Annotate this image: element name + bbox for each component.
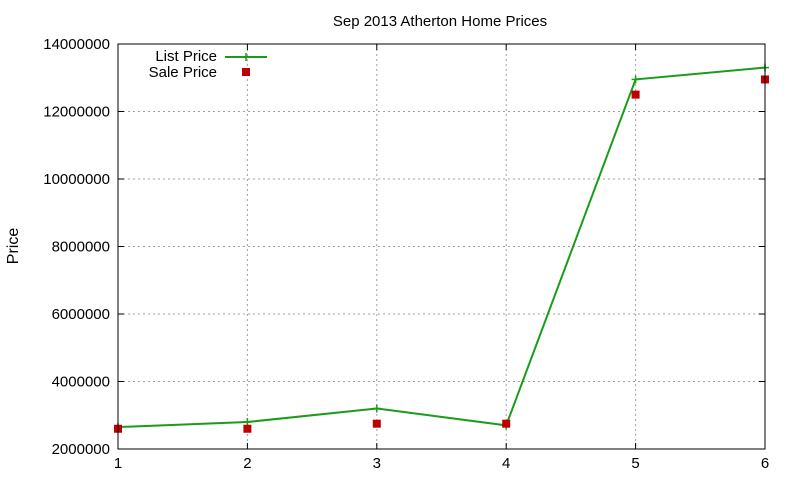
plot-series (114, 63, 769, 433)
list-price-point (372, 404, 381, 413)
sale-price-point (502, 419, 511, 428)
axis-ticks: 1 2 3 4 5 6 2000000 4000000 6000000 8000000 100000… (43, 36, 769, 472)
list-price-point (243, 418, 252, 426)
x-tick-label: 5 (631, 455, 639, 472)
x-tick-label: 2 (243, 455, 251, 472)
sale-price-point (631, 90, 640, 99)
y-axis-label: Price (5, 228, 22, 265)
list-price-point (631, 75, 640, 84)
y-tick-label: 2000000 (52, 441, 110, 458)
y-tick-label: 10000000 (43, 171, 110, 188)
sale-price-point (243, 424, 252, 433)
chart-title: Sep 2013 Atherton Home Prices (333, 13, 547, 30)
plot-frame (117, 43, 766, 450)
y-tick-label: 4000000 (52, 374, 110, 391)
y-tick-label: 6000000 (52, 306, 110, 323)
list-price-line (117, 66, 766, 429)
y-tick-label: 12000000 (43, 104, 110, 121)
x-tick-label: 1 (114, 455, 122, 472)
legend-label-sale-price: Sale Price (149, 64, 217, 81)
legend-label-list-price: List Price (155, 48, 217, 65)
x-tick-label: 6 (761, 455, 769, 472)
sale-price-point (372, 419, 381, 428)
grid (118, 44, 765, 449)
y-tick-label: 14000000 (43, 36, 110, 53)
y-tick-label: 8000000 (52, 239, 110, 256)
legend-swatch-sale-price (242, 68, 250, 76)
x-tick-label: 3 (373, 455, 381, 472)
x-tick-label: 4 (502, 455, 510, 472)
